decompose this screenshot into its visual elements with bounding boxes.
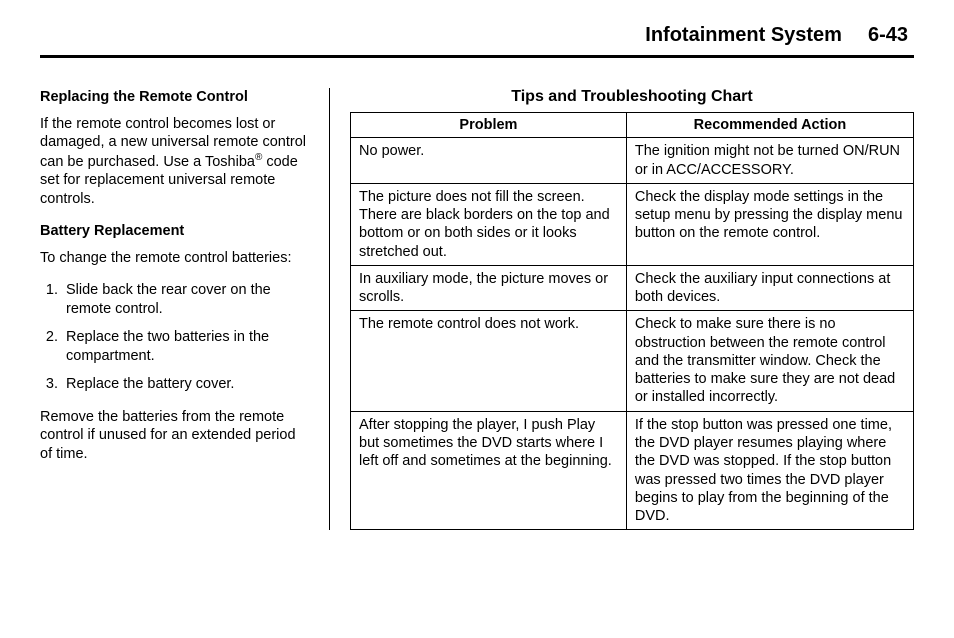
troubleshooting-table: Problem Recommended Action No power. The… <box>350 112 914 530</box>
col-problem: Problem <box>351 113 627 138</box>
left-column: Replacing the Remote Control If the remo… <box>40 88 330 530</box>
col-action: Recommended Action <box>626 113 913 138</box>
para-battery-intro: To change the remote control batteries: <box>40 249 309 268</box>
cell-problem: The picture does not fill the screen. Th… <box>351 183 627 265</box>
table-row: In auxiliary mode, the picture moves or … <box>351 265 914 311</box>
cell-action: Check the auxiliary input connections at… <box>626 265 913 311</box>
cell-action: If the stop button was pressed one time,… <box>626 411 913 530</box>
table-row: The picture does not fill the screen. Th… <box>351 183 914 265</box>
table-row: The remote control does not work. Check … <box>351 311 914 411</box>
cell-action: Check to make sure there is no obstructi… <box>626 311 913 411</box>
para-remove-batteries: Remove the batteries from the remote con… <box>40 408 309 464</box>
para-replacing-remote: If the remote control becomes lost or da… <box>40 115 309 209</box>
cell-problem: No power. <box>351 138 627 184</box>
heading-replacing-remote: Replacing the Remote Control <box>40 88 309 107</box>
right-column: Tips and Troubleshooting Chart Problem R… <box>330 88 914 530</box>
page-body: Replacing the Remote Control If the remo… <box>40 88 914 530</box>
page-number: 6-43 <box>868 24 908 47</box>
page-header: Infotainment System 6-43 <box>40 24 914 53</box>
table-row: No power. The ignition might not be turn… <box>351 138 914 184</box>
heading-battery-replacement: Battery Replacement <box>40 222 309 241</box>
manual-page: Infotainment System 6-43 Replacing the R… <box>0 0 954 638</box>
cell-problem: The remote control does not work. <box>351 311 627 411</box>
table-row: After stopping the player, I push Play b… <box>351 411 914 530</box>
battery-steps-list: Slide back the rear cover on the remote … <box>40 281 309 394</box>
table-header-row: Problem Recommended Action <box>351 113 914 138</box>
list-item: Replace the battery cover. <box>62 375 309 394</box>
list-item: Slide back the rear cover on the remote … <box>62 281 309 318</box>
cell-problem: In auxiliary mode, the picture moves or … <box>351 265 627 311</box>
section-title: Infotainment System <box>645 24 842 47</box>
cell-action: Check the display mode settings in the s… <box>626 183 913 265</box>
cell-problem: After stopping the player, I push Play b… <box>351 411 627 530</box>
cell-action: The ignition might not be turned ON/RUN … <box>626 138 913 184</box>
header-rule <box>40 55 914 58</box>
list-item: Replace the two batteries in the compart… <box>62 328 309 365</box>
chart-title: Tips and Troubleshooting Chart <box>350 88 914 106</box>
